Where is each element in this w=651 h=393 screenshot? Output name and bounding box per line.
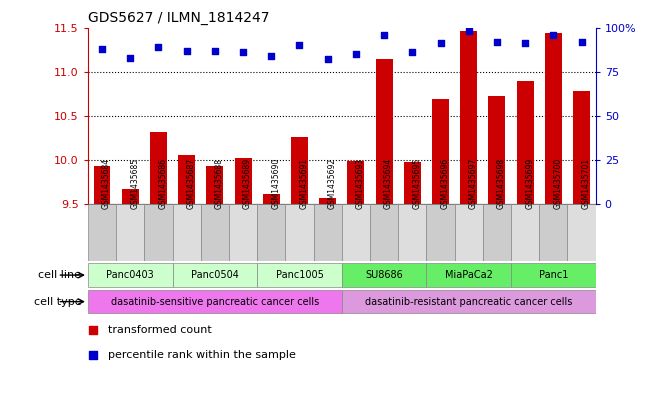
Text: transformed count: transformed count xyxy=(108,325,212,335)
Text: GSM1435688: GSM1435688 xyxy=(215,158,224,209)
Text: GSM1435685: GSM1435685 xyxy=(130,158,139,209)
Text: GSM1435694: GSM1435694 xyxy=(384,158,393,209)
Bar xyxy=(376,59,393,204)
Bar xyxy=(314,204,342,261)
Point xyxy=(492,39,502,45)
Text: GSM1435684: GSM1435684 xyxy=(102,158,111,209)
Text: GSM1435689: GSM1435689 xyxy=(243,158,252,209)
Point xyxy=(97,46,107,52)
Bar xyxy=(257,204,285,261)
Bar xyxy=(511,204,539,261)
Text: GSM1435695: GSM1435695 xyxy=(412,158,421,209)
Text: GSM1435692: GSM1435692 xyxy=(327,158,337,209)
Text: MiaPaCa2: MiaPaCa2 xyxy=(445,270,493,280)
Bar xyxy=(398,204,426,261)
Bar xyxy=(511,263,596,288)
Bar xyxy=(145,204,173,261)
Text: cell line: cell line xyxy=(38,270,81,280)
Bar xyxy=(173,204,201,261)
Bar xyxy=(342,290,596,313)
Text: GSM1435690: GSM1435690 xyxy=(271,158,280,209)
Bar xyxy=(568,204,596,261)
Text: GSM1435700: GSM1435700 xyxy=(553,158,562,209)
Bar xyxy=(263,194,280,204)
Bar xyxy=(483,204,511,261)
Text: GSM1435701: GSM1435701 xyxy=(581,158,590,209)
Bar xyxy=(426,204,454,261)
Text: GSM1435697: GSM1435697 xyxy=(469,158,478,209)
Bar xyxy=(488,95,505,204)
Text: GSM1435696: GSM1435696 xyxy=(441,158,449,209)
Point xyxy=(436,40,446,47)
Text: Panc0504: Panc0504 xyxy=(191,270,239,280)
Text: SU8686: SU8686 xyxy=(365,270,403,280)
Bar xyxy=(348,161,365,204)
Bar xyxy=(285,204,314,261)
Text: Panc0403: Panc0403 xyxy=(106,270,154,280)
Point xyxy=(210,47,220,53)
Point xyxy=(464,28,474,34)
Text: GSM1435698: GSM1435698 xyxy=(497,158,506,209)
Point xyxy=(379,31,389,38)
Point xyxy=(322,56,333,62)
Bar xyxy=(342,263,426,288)
Bar xyxy=(122,189,139,204)
Text: GSM1435693: GSM1435693 xyxy=(356,158,365,209)
Text: GDS5627 / ILMN_1814247: GDS5627 / ILMN_1814247 xyxy=(88,11,270,25)
Bar xyxy=(573,91,590,204)
Bar xyxy=(116,204,145,261)
Bar xyxy=(173,263,257,288)
Text: GSM1435691: GSM1435691 xyxy=(299,158,309,209)
Bar xyxy=(150,132,167,204)
Bar xyxy=(88,263,173,288)
Point xyxy=(182,47,192,53)
Bar xyxy=(545,33,562,204)
Bar xyxy=(257,263,342,288)
Text: Panc1: Panc1 xyxy=(538,270,568,280)
Point xyxy=(383,17,393,24)
Point xyxy=(520,40,531,47)
Bar xyxy=(426,263,511,288)
Bar xyxy=(517,81,534,204)
Bar xyxy=(539,204,568,261)
Text: dasatinib-resistant pancreatic cancer cells: dasatinib-resistant pancreatic cancer ce… xyxy=(365,297,572,307)
Point xyxy=(351,51,361,57)
Bar xyxy=(178,155,195,204)
Point xyxy=(576,39,587,45)
Bar xyxy=(88,204,116,261)
Bar xyxy=(370,204,398,261)
Text: percentile rank within the sample: percentile rank within the sample xyxy=(108,350,296,360)
Point xyxy=(238,49,248,55)
Point xyxy=(125,55,135,61)
Point xyxy=(266,53,277,59)
Bar xyxy=(291,137,308,204)
Bar xyxy=(460,31,477,204)
Bar xyxy=(94,166,111,204)
Bar xyxy=(404,162,421,204)
Point xyxy=(383,240,393,246)
Bar xyxy=(319,198,336,204)
Text: GSM1435699: GSM1435699 xyxy=(525,158,534,209)
Bar xyxy=(432,99,449,204)
Bar xyxy=(206,166,223,204)
Point xyxy=(153,44,163,50)
Bar xyxy=(201,204,229,261)
Bar xyxy=(342,204,370,261)
Text: GSM1435686: GSM1435686 xyxy=(158,158,167,209)
Text: Panc1005: Panc1005 xyxy=(275,270,324,280)
Point xyxy=(407,49,417,55)
Text: cell type: cell type xyxy=(34,297,81,307)
Text: GSM1435687: GSM1435687 xyxy=(187,158,195,209)
Bar xyxy=(454,204,483,261)
Bar xyxy=(229,204,257,261)
Bar xyxy=(234,158,251,204)
Point xyxy=(548,31,559,38)
Bar xyxy=(88,290,342,313)
Text: dasatinib-sensitive pancreatic cancer cells: dasatinib-sensitive pancreatic cancer ce… xyxy=(111,297,319,307)
Point xyxy=(294,42,305,48)
